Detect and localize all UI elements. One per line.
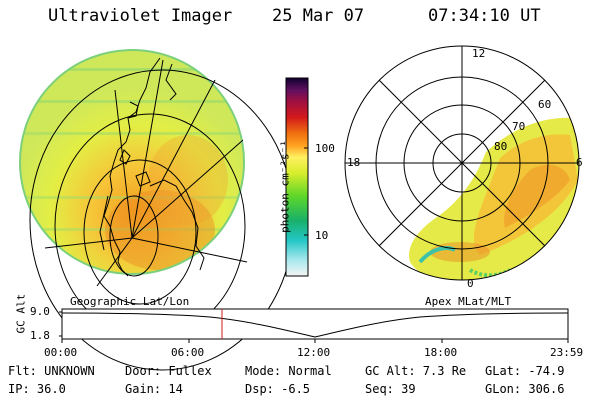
x-tick-1800: 18:00 [424, 346, 458, 359]
info-dsp: Dsp: -6.5 [245, 382, 311, 396]
colorbar-tick-100: 100 [315, 142, 335, 155]
info-seq: Seq: 39 [365, 382, 416, 396]
info-door: Door: Fullex [125, 364, 212, 378]
mlat-label-80: 80 [494, 140, 508, 153]
altitude-plot [59, 308, 569, 343]
info-glon: GLon: 306.6 [485, 382, 565, 396]
mlt-label-6: 6 [576, 156, 583, 169]
mlt-label-0: 0 [467, 277, 474, 290]
geographic-image [19, 49, 245, 275]
mlt-label-18: 18 [347, 156, 361, 169]
mlat-label-60: 60 [538, 98, 552, 111]
info-glat: GLat: -74.9 [485, 364, 565, 378]
info-filter: Flt: UNKNOWN [8, 364, 95, 378]
geographic-image-stripes [20, 68, 244, 270]
altitude-ymax: 9.0 [30, 305, 50, 318]
right-panel-label: Apex MLat/MLT [425, 295, 512, 308]
x-tick-1200: 12:00 [297, 346, 331, 359]
altitude-ylabel: GC Alt [14, 293, 28, 334]
info-gc-alt: GC Alt: 7.3 Re [365, 364, 467, 378]
colorbar-tick-10: 10 [315, 229, 329, 242]
info-mode: Mode: Normal [245, 364, 332, 378]
info-ip: IP: 36.0 [8, 382, 66, 396]
magnetic-grid [344, 45, 580, 281]
mlt-label-12: 12 [472, 47, 486, 60]
altitude-ymin: 1.8 [30, 329, 50, 342]
instrument-title: Ultraviolet Imager [48, 6, 233, 26]
info-gain: Gain: 14 [125, 382, 183, 396]
colorbar-unit-label: photon cm⁻²s⁻¹ [278, 140, 292, 233]
image-date: 25 Mar 07 [272, 6, 365, 26]
x-tick-0600: 06:00 [171, 346, 205, 359]
x-tick-0000: 00:00 [44, 346, 78, 359]
mlat-label-70: 70 [512, 120, 526, 133]
x-tick-2359: 23:59 [550, 346, 584, 359]
coastline [99, 57, 205, 277]
colorbar [285, 77, 309, 277]
left-panel-label: Geographic Lat/Lon [70, 295, 190, 308]
image-time: 07:34:10 UT [428, 6, 541, 26]
altitude-curve [61, 312, 569, 338]
